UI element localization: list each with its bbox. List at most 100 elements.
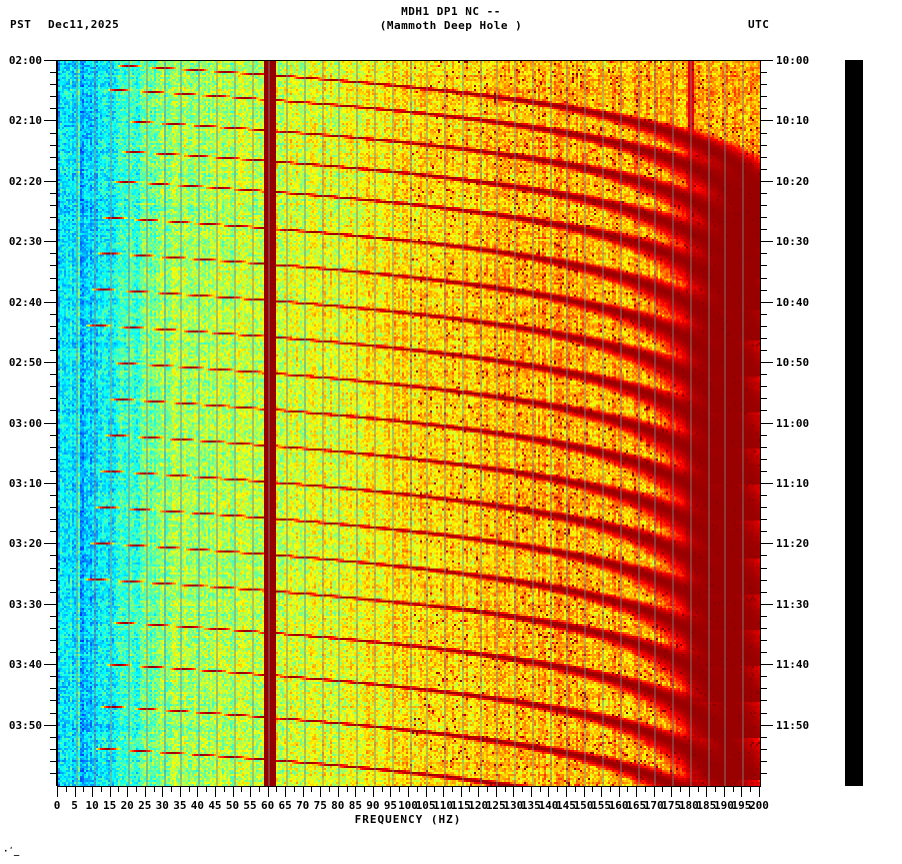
left-time-label: 03:00 — [8, 416, 42, 430]
left-major-tick — [44, 603, 57, 605]
right-time-label: 11:50 — [776, 718, 810, 732]
right-minor-tick — [760, 217, 767, 219]
right-minor-tick — [760, 168, 767, 170]
left-minor-tick — [50, 337, 57, 339]
left-time-label: 03:50 — [8, 718, 42, 732]
right-time-label: 10:50 — [776, 356, 810, 370]
right-minor-tick — [760, 579, 767, 581]
frequency-axis-title: FREQUENCY (HZ) — [354, 813, 462, 826]
right-minor-tick — [760, 700, 767, 702]
frequency-major-tick — [653, 786, 655, 797]
right-time-label: 10:20 — [776, 174, 810, 188]
frequency-tick-label: 0 — [53, 799, 61, 812]
left-minor-tick — [50, 676, 57, 678]
frequency-minor-tick — [364, 786, 366, 792]
frequency-major-tick — [759, 786, 760, 797]
frequency-minor-tick — [522, 786, 524, 792]
frequency-major-tick — [127, 786, 129, 797]
right-major-tick — [760, 603, 773, 605]
left-minor-tick — [50, 700, 57, 702]
left-minor-tick — [50, 519, 57, 521]
right-time-label: 11:40 — [776, 658, 810, 672]
frequency-tick-label: 120 — [468, 799, 489, 812]
right-major-tick — [760, 180, 773, 182]
frequency-minor-tick — [750, 786, 752, 792]
frequency-tick-label: 40 — [190, 799, 205, 812]
right-minor-tick — [760, 72, 767, 74]
right-major-tick — [760, 482, 773, 484]
frequency-tick-label: 5 — [71, 799, 78, 812]
time-axis-utc: 10:00 10:10 10:20 10:30 10:40 10:50 11:00 11:10… — [760, 54, 880, 787]
left-minor-tick — [50, 567, 57, 569]
frequency-tick-label: 185 — [696, 799, 717, 812]
left-minor-tick — [50, 350, 57, 351]
right-minor-tick — [760, 144, 767, 146]
frequency-tick-label: 195 — [731, 799, 752, 812]
left-minor-tick — [50, 495, 57, 496]
right-minor-tick — [760, 265, 767, 267]
right-minor-tick — [760, 640, 767, 641]
right-minor-tick — [760, 313, 767, 315]
frequency-tick-label: 140 — [538, 799, 559, 812]
left-axis-spine — [56, 60, 57, 786]
left-minor-tick — [50, 760, 57, 762]
frequency-tick-label: 130 — [503, 799, 524, 812]
right-major-tick — [760, 120, 773, 122]
frequency-tick-label: 70 — [296, 799, 310, 812]
frequency-minor-tick — [100, 786, 102, 792]
right-minor-tick — [760, 519, 767, 521]
left-major-tick — [44, 301, 57, 303]
frequency-tick-label: 200 — [749, 799, 769, 812]
right-minor-tick — [760, 567, 767, 569]
right-minor-tick — [760, 410, 767, 412]
spectrogram-plot-frame — [57, 60, 761, 787]
right-time-label: 10:30 — [776, 235, 810, 249]
left-minor-tick — [50, 627, 57, 629]
frequency-tick-label: 15 — [103, 799, 117, 812]
left-minor-tick — [50, 591, 57, 593]
left-minor-tick — [50, 84, 57, 86]
spectrogram-canvas[interactable] — [58, 61, 760, 786]
right-major-tick — [760, 664, 773, 666]
frequency-minor-tick — [557, 786, 559, 792]
frequency-tick-label: 110 — [433, 799, 454, 812]
frequency-tick-label: 85 — [348, 799, 362, 812]
right-time-label: 11:00 — [776, 416, 810, 430]
frequency-minor-tick — [276, 786, 278, 792]
left-minor-tick — [50, 386, 57, 388]
frequency-tick-label: 175 — [661, 799, 682, 812]
right-minor-tick — [760, 615, 767, 617]
right-major-tick — [760, 724, 773, 726]
frequency-minor-tick — [381, 786, 383, 792]
spectrogram-image[interactable] — [58, 61, 760, 786]
right-minor-tick — [760, 627, 767, 629]
left-time-label: 02:00 — [8, 54, 42, 67]
frequency-minor-tick — [258, 786, 260, 792]
frequency-major-tick — [320, 786, 322, 797]
right-minor-tick — [760, 386, 767, 388]
left-minor-tick — [50, 168, 57, 170]
right-minor-tick — [760, 676, 767, 678]
left-minor-tick — [50, 192, 57, 194]
frequency-minor-tick — [469, 786, 471, 792]
right-minor-tick — [760, 531, 767, 533]
frequency-tick-label: 30 — [155, 799, 169, 812]
right-minor-tick — [760, 229, 767, 231]
right-minor-tick — [760, 289, 767, 291]
left-minor-tick — [50, 410, 57, 412]
left-minor-tick — [50, 748, 57, 750]
frequency-major-tick — [688, 786, 690, 797]
frequency-tick-label: 50 — [225, 799, 240, 812]
right-time-label: 10:10 — [776, 114, 810, 128]
right-minor-tick — [760, 507, 767, 509]
left-minor-tick — [50, 398, 57, 400]
right-time-label: 11:20 — [776, 537, 810, 551]
frequency-major-tick — [460, 786, 462, 797]
frequency-major-tick — [706, 786, 708, 797]
frequency-minor-tick — [399, 786, 401, 792]
right-minor-tick — [760, 277, 767, 279]
right-minor-tick — [760, 772, 767, 774]
frequency-minor-tick — [644, 786, 646, 792]
left-minor-tick — [50, 144, 57, 146]
left-major-tick — [44, 482, 57, 484]
